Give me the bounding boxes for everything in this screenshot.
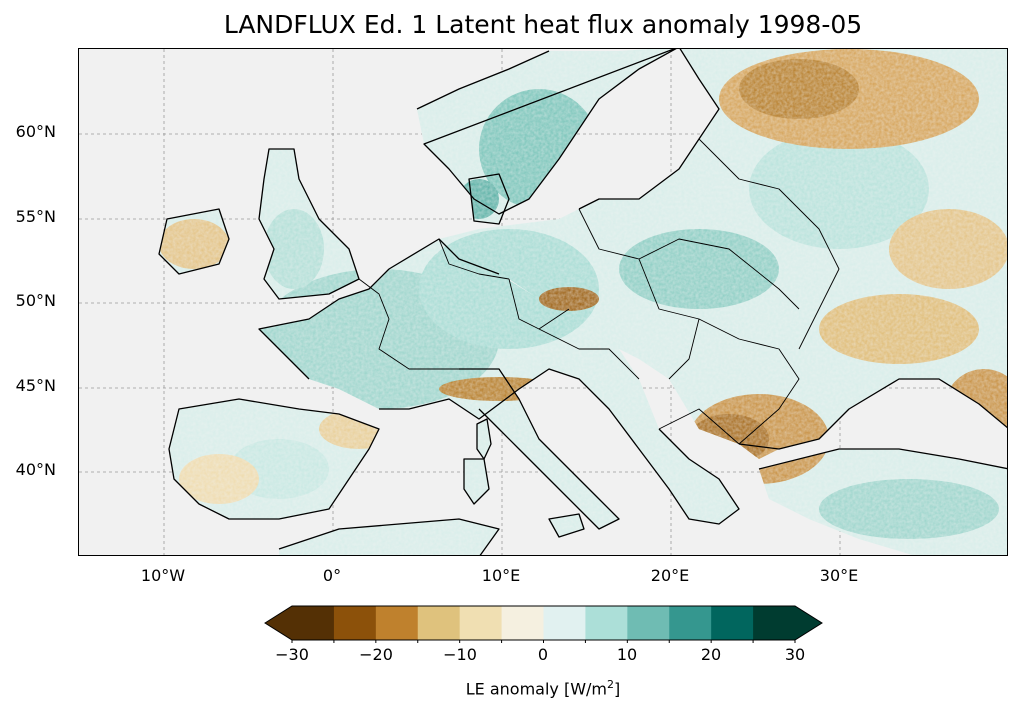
colorbar-segment [333,606,377,640]
lon-tick-label: 10°W [140,566,186,585]
coastlines-borders [158,49,1007,555]
map-title: LANDFLUX Ed. 1 Latent heat flux anomaly … [223,10,863,39]
colorbar-segment [669,606,712,640]
colorbar-tick-label: −20 [359,645,393,664]
lat-tick-label: 45°N [15,376,56,395]
colorbar-tick-label: −30 [275,645,309,664]
lat-tick-label: 55°N [15,207,56,226]
colorbar-tick-label: 10 [616,645,638,664]
lat-tick-label: 50°N [15,291,56,310]
colorbar-segments [264,605,823,641]
lon-tick-label: 20°E [650,566,690,585]
colorbar-segment [711,606,754,640]
colorbar-tick-label: −10 [443,645,477,664]
colorbar-segment [543,606,586,640]
colorbar-tick-label: 20 [700,645,722,664]
colorbar-segment [627,606,670,640]
colorbar-segment [292,606,335,640]
colorbar-segment [417,606,461,640]
colorbar-segment [585,606,628,640]
colorbar-segment [459,606,503,640]
colorbar-extend-min [265,606,292,640]
map-panel[interactable] [78,48,1008,556]
colorbar [264,605,823,643]
colorbar-segment [375,606,419,640]
lat-tick-label: 60°N [15,122,56,141]
colorbar-tick-label: 0 [537,645,549,664]
lat-tick-label: 40°N [15,460,56,479]
lon-tick-label: 10°E [481,566,521,585]
lon-tick-label: 0° [322,566,342,585]
colorbar-extend-max [795,606,822,640]
map-canvas [79,49,1007,555]
lon-tick-label: 30°E [819,566,859,585]
colorbar-segment [753,606,796,640]
colorbar-tick-marks [291,640,796,643]
colorbar-segment [501,606,544,640]
colorbar-tick-label: 30 [784,645,806,664]
colorbar-label: LE anomaly [W/m2] [465,678,621,699]
